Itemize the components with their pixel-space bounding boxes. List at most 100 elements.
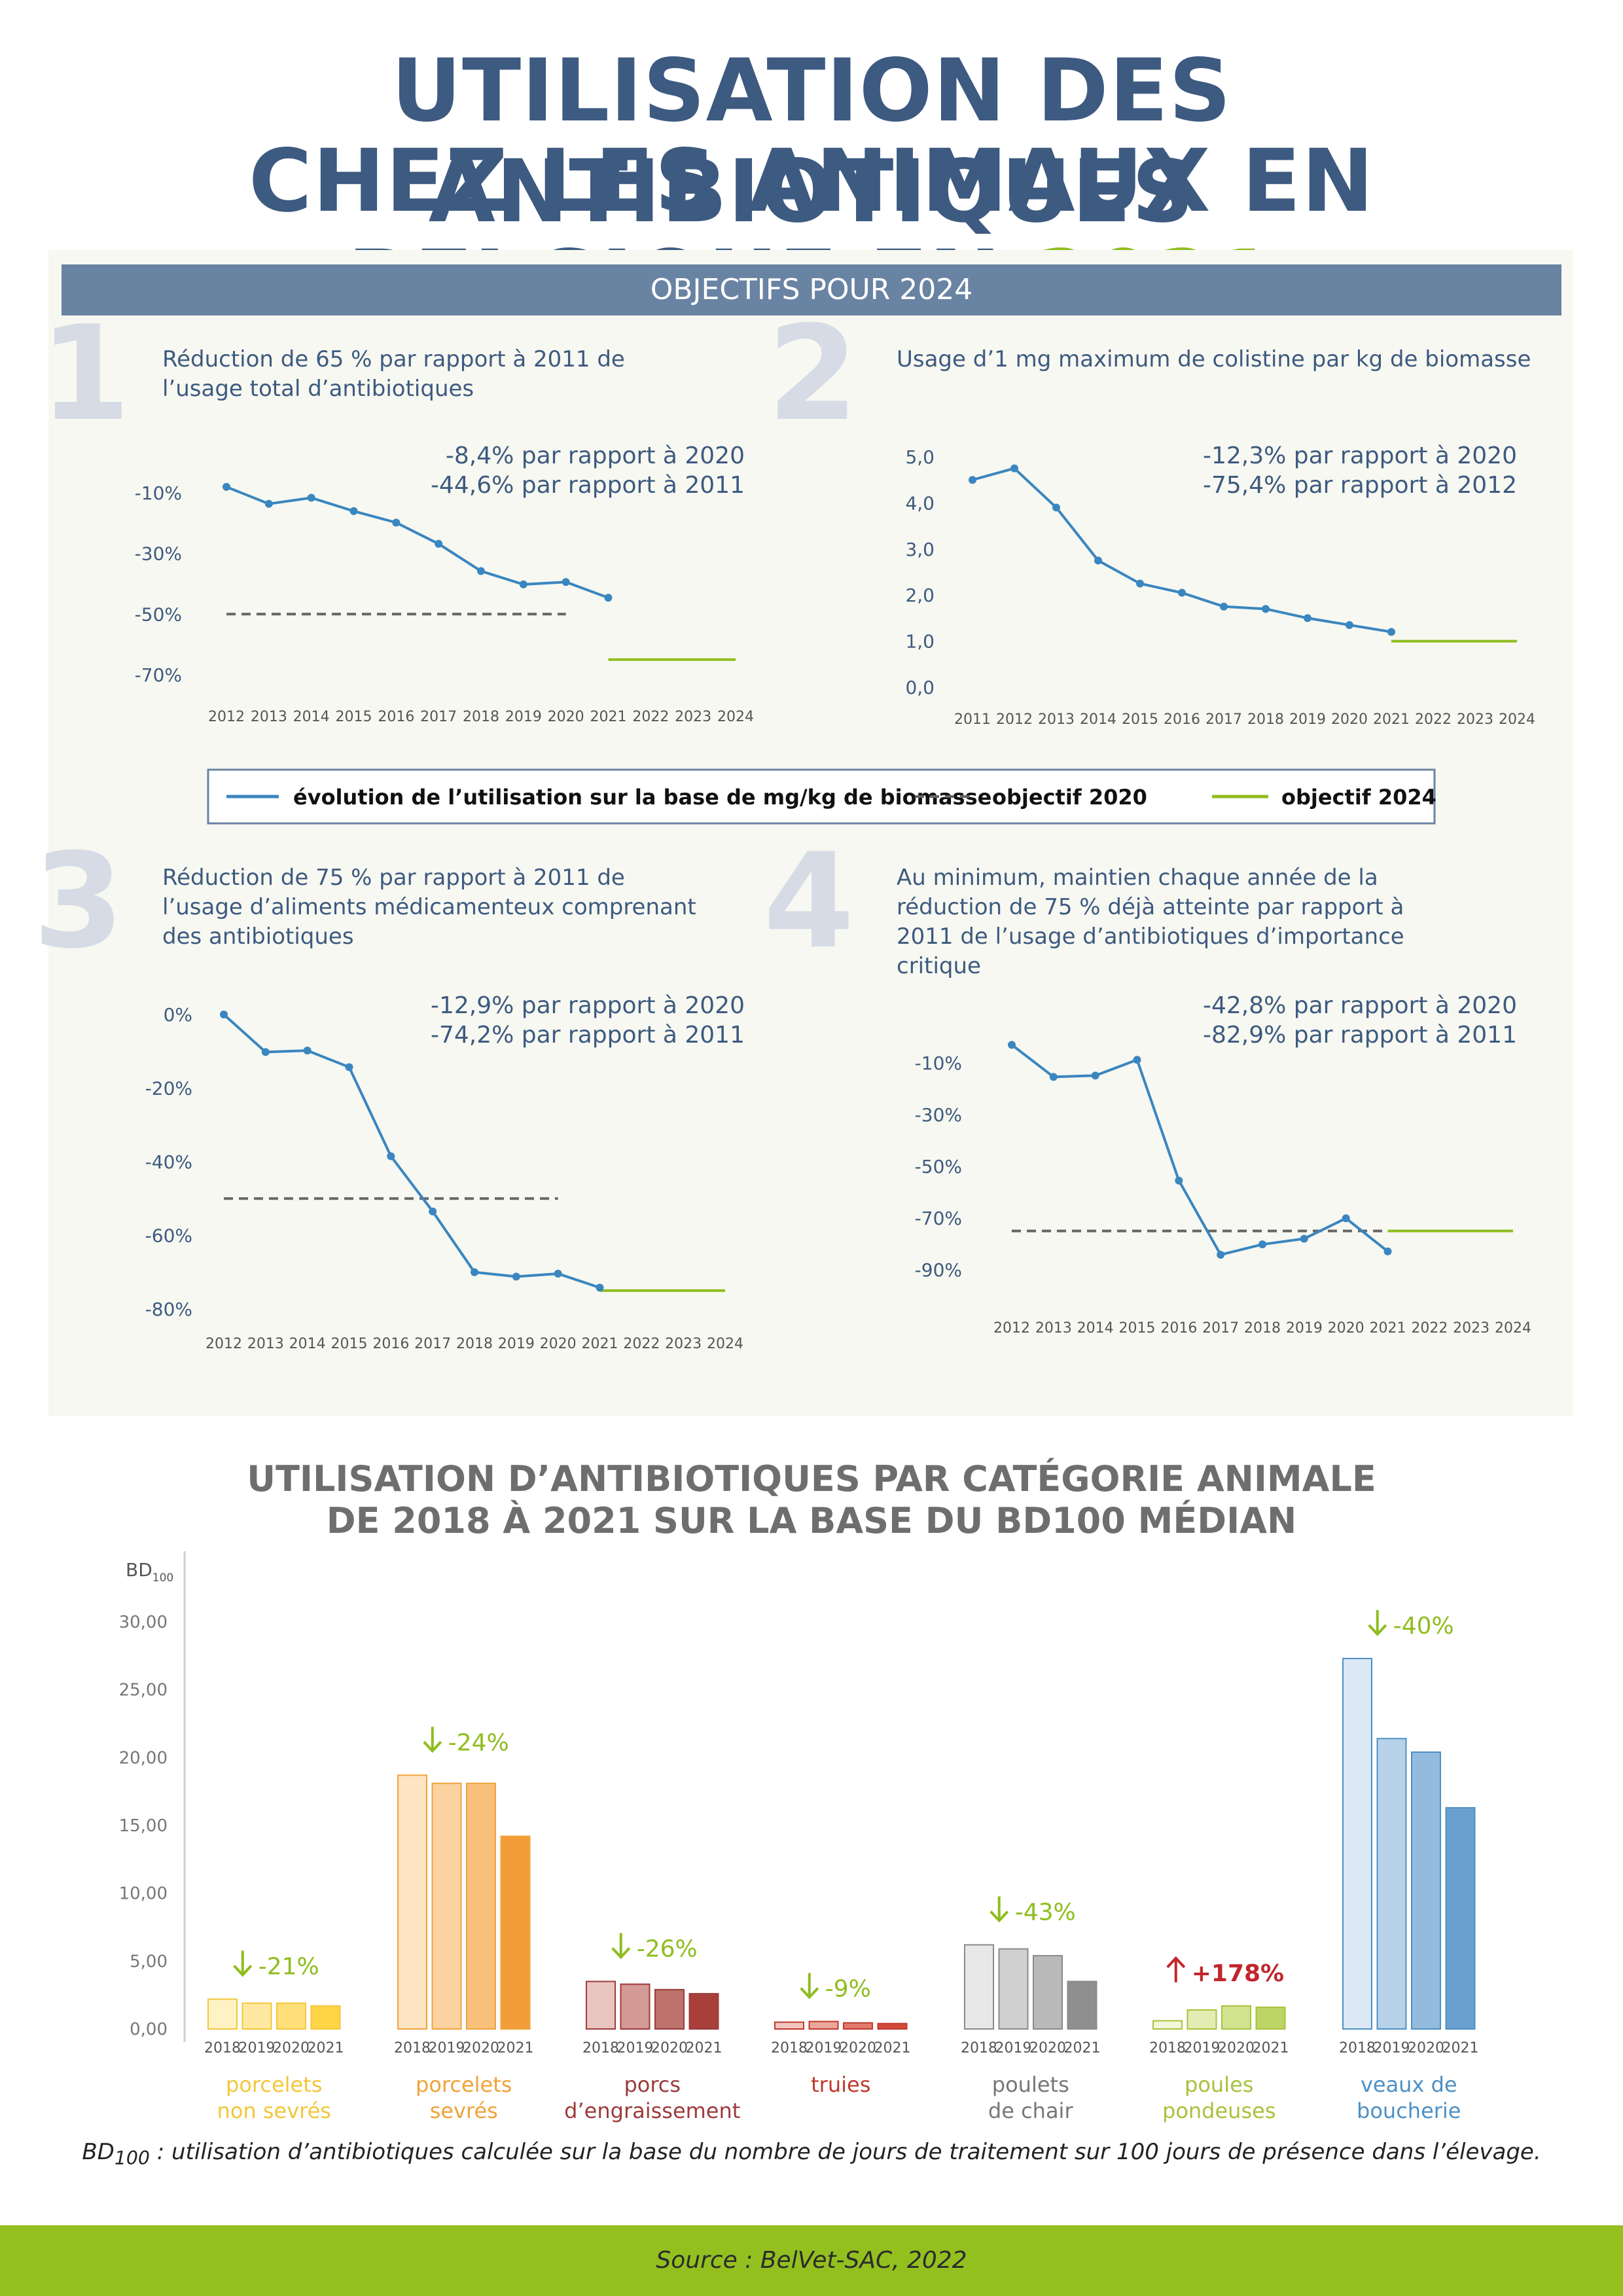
x-tick-label: 2024 — [1495, 1320, 1531, 1336]
objective-annotation: -75,4% par rapport à 2012 — [1203, 472, 1517, 499]
objective-title: Réduction de 75 % par rapport à 2011 de l… — [162, 865, 696, 950]
bar-y-tick-label: 25,00 — [119, 1681, 168, 1700]
legend-obj2020-label: objectif 2020 — [992, 785, 1147, 810]
arrow-down-icon — [611, 1933, 631, 1960]
bar — [276, 2002, 306, 2030]
bar-change-label: -9% — [825, 1976, 871, 2003]
y-tick-label: 1,0 — [905, 631, 935, 653]
bar-category-label: poulets — [992, 2072, 1069, 2097]
bar-category-label: poules — [1185, 2072, 1253, 2097]
usage-series-line — [226, 486, 609, 600]
x-tick-label: 2014 — [1077, 1320, 1114, 1336]
x-tick-label: 2023 — [675, 709, 711, 725]
arrow-down-icon — [423, 1727, 442, 1753]
usage-series-point — [1136, 579, 1144, 588]
y-tick-label: -10% — [135, 482, 182, 504]
usage-series-point — [554, 1270, 562, 1278]
usage-series-point — [261, 1048, 270, 1056]
x-tick-label: 2019 — [498, 1336, 535, 1352]
y-tick-label: -60% — [145, 1225, 192, 1247]
legend-obj2024-label: objectif 2024 — [1281, 785, 1436, 810]
bar-y-tick-label: 30,00 — [119, 1613, 168, 1632]
bar — [207, 1998, 238, 2030]
x-tick-label: 2011 — [954, 711, 991, 728]
x-tick-label: 2013 — [1035, 1320, 1072, 1336]
bar-y-axis-label: BD100 — [126, 1559, 173, 1585]
x-tick-label: 2015 — [1122, 711, 1158, 728]
x-tick-label: 2021 — [590, 709, 627, 725]
x-tick-label: 2014 — [293, 709, 330, 725]
bar — [688, 1993, 719, 2030]
bar-year-label: 2019 — [239, 2040, 276, 2056]
bar-year-label: 2018 — [771, 2040, 808, 2056]
bar-y-tick-label: 20,00 — [119, 1748, 168, 1768]
objective-chart-4: 4 Au minimum, maintien chaque année de la… — [763, 825, 1531, 1336]
x-tick-label: 2016 — [1164, 711, 1200, 728]
bar-category-label: porcelets — [416, 2072, 512, 2097]
usage-series-point — [392, 518, 401, 527]
x-tick-label: 2015 — [336, 709, 372, 725]
bar-change-label: -43% — [1015, 1899, 1076, 1926]
bar-change-label: -26% — [637, 1935, 698, 1962]
bar-category-label: truies — [811, 2072, 870, 2097]
x-tick-label: 2018 — [463, 709, 499, 725]
x-tick-label: 2024 — [707, 1336, 743, 1352]
bar-category-label-line2: pondeuses — [1162, 2098, 1275, 2123]
usage-series-point — [1217, 1251, 1225, 1259]
y-tick-label: -70% — [135, 664, 182, 686]
x-tick-label: 2022 — [632, 709, 669, 725]
bar-category-label: porcelets — [226, 2072, 322, 2097]
bar-year-label: 2018 — [961, 2040, 997, 2056]
bar-change-label: -21% — [259, 1953, 319, 1980]
objective-title-line: Réduction de 75 % par rapport à 2011 de — [162, 865, 625, 891]
usage-series-point — [1300, 1234, 1308, 1243]
objective-title: Usage d’1 mg maximum de colistine par kg… — [897, 346, 1531, 372]
bar-y-tick-label: 0,00 — [130, 2020, 168, 2039]
bar-year-label: 2021 — [874, 2040, 911, 2056]
bar — [964, 1944, 994, 2030]
bar-category-label-line2: non sevrés — [217, 2098, 331, 2123]
objective-title-line: 2011 de l’usage d’antibiotiques d’import… — [897, 924, 1404, 950]
bar — [1221, 2005, 1251, 2030]
bar-y-tick-label: 15,00 — [119, 1816, 168, 1836]
usage-series-point — [220, 1011, 228, 1018]
y-tick-label: -30% — [915, 1104, 962, 1126]
x-tick-label: 2017 — [1202, 1320, 1239, 1336]
y-tick-label: -90% — [915, 1259, 962, 1281]
bar-y-tick-label: 10,00 — [119, 1884, 168, 1904]
usage-series-point — [512, 1272, 520, 1281]
x-tick-label: 2020 — [540, 1336, 577, 1352]
usage-series-point — [349, 507, 358, 515]
bar-year-label: 2019 — [1374, 2040, 1410, 2056]
bar-chart: BD100 30,00 25,00 20,00 15,00 10,00 5,00 0,00 20… — [119, 1551, 1479, 2123]
objective-title-line: l’usage d’aliments médicamenteux compren… — [162, 894, 696, 920]
usage-series-point — [429, 1207, 437, 1215]
objective-title-line: l’usage total d’antibiotiques — [162, 376, 474, 402]
source-bar: Source : BelVet-SAC, 2022 — [0, 2225, 1623, 2296]
usage-series-point — [1220, 602, 1228, 611]
bar-year-label: 2018 — [394, 2040, 431, 2056]
usage-series-point — [264, 499, 273, 508]
arrow-up-icon — [1166, 1956, 1186, 1982]
bar — [774, 2021, 804, 2030]
objective-annotation: -12,9% par rapport à 2020 — [431, 992, 745, 1019]
y-tick-label: -40% — [145, 1151, 192, 1173]
bar-y-axis-label-sub: 100 — [152, 1571, 173, 1585]
footnote-bd-sub: 100 — [114, 2147, 150, 2169]
bar-year-label: 2020 — [1218, 2040, 1255, 2056]
usage-series-point — [1091, 1071, 1099, 1080]
usage-series-point — [1175, 1176, 1183, 1185]
usage-series-point — [303, 1047, 312, 1055]
objective-title-line: Réduction de 65 % par rapport à 2011 de — [162, 346, 625, 372]
usage-series-point — [1258, 1240, 1266, 1249]
bar — [310, 2005, 341, 2030]
usage-series-point — [1178, 588, 1186, 597]
bar-year-label: 2021 — [308, 2040, 344, 2056]
bar-year-label: 2021 — [1253, 2040, 1289, 2056]
usage-series-point — [596, 1283, 604, 1292]
